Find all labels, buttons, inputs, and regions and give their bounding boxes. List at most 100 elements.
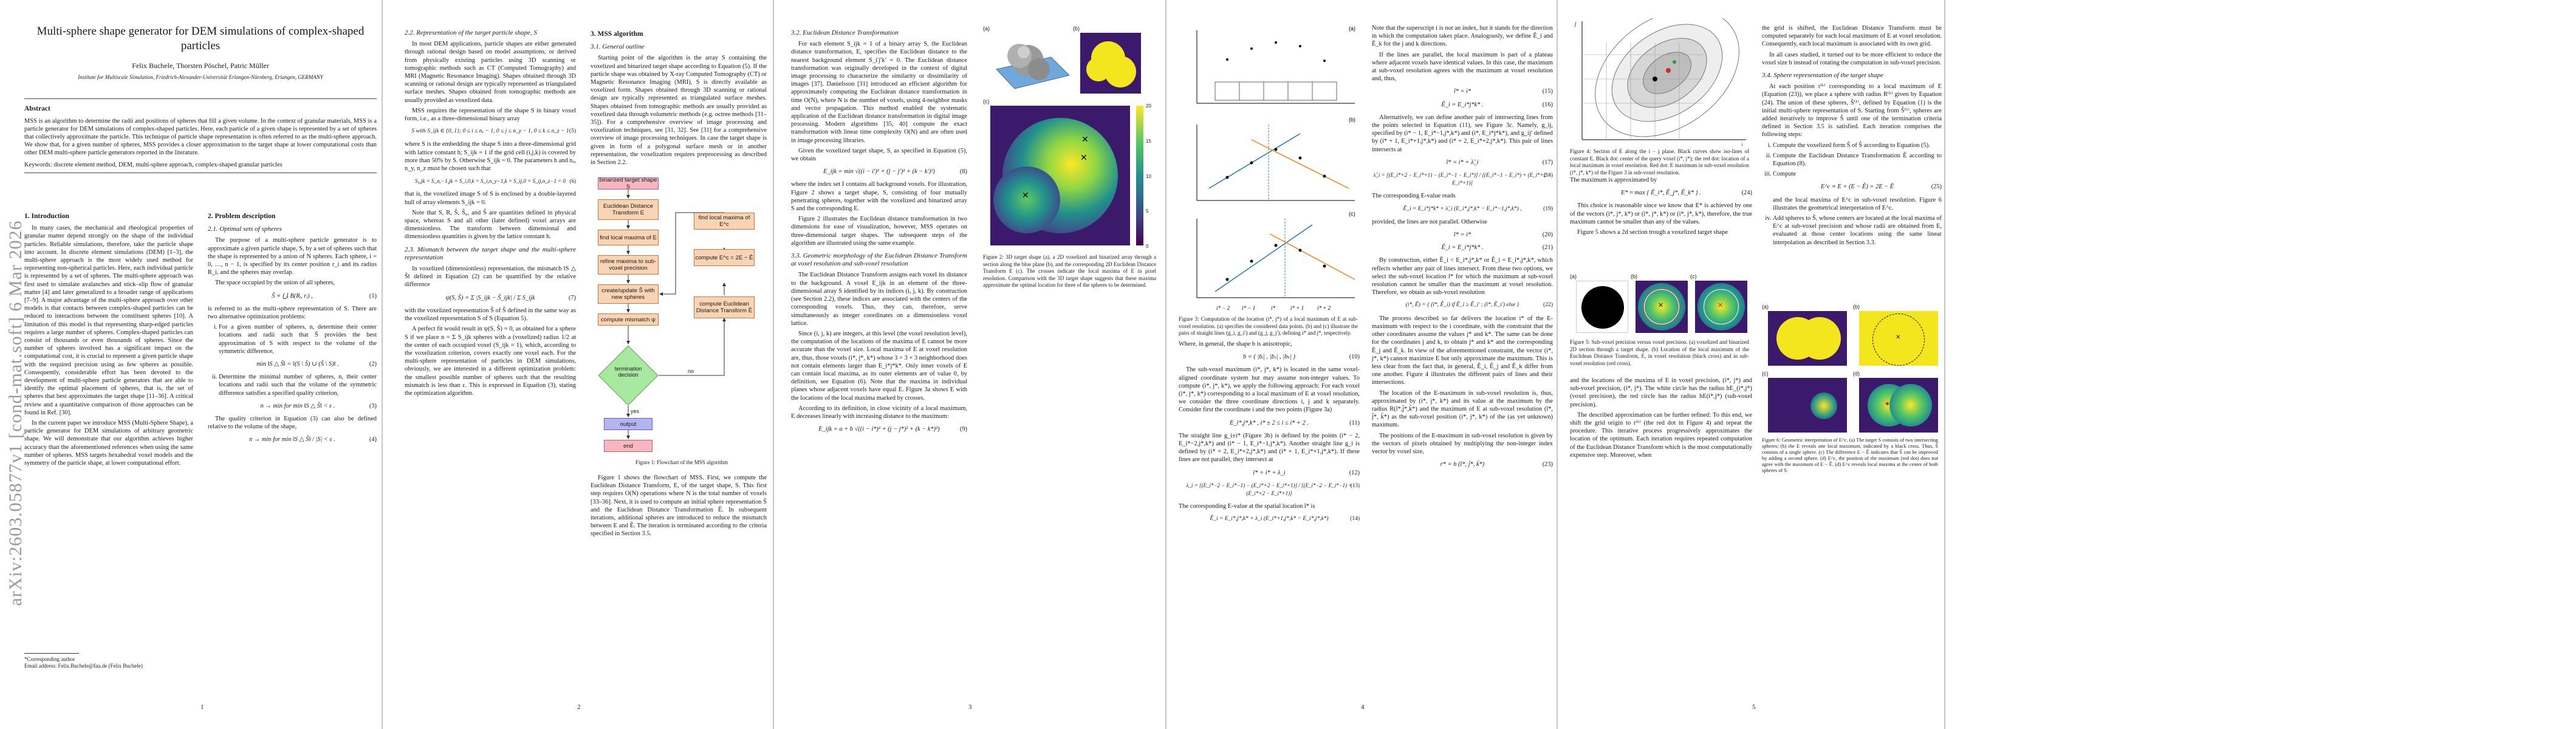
paragraph: At each position r⁽ᵏ⁾ corresponding to a… [1762,83,1942,139]
paragraph: If the lines are parallel, the local max… [1372,51,1553,83]
equation: λ̃_i = [(E_i*+2 − E_i*+1) − (E_i*−1 − E_… [1373,172,1553,187]
list-item: Compute the Euclidean Distance Transform… [1773,152,1942,168]
equation: ĩ* = i* (20) [1453,231,1553,239]
subsection-heading: 2.3. Mismatch between the target shape a… [405,245,576,261]
flow-update-box: create/update Ŝ with new spheres [598,284,659,304]
figure-2: (a) (b) (c) ✕ ✕ ✕ 20 15 10 5 0 [983,24,1159,364]
paragraph: Figure 5 shows a 2d section trough a vox… [1577,229,1728,236]
equation: Ê_i = E_i*j*k* . (21) [1441,244,1553,252]
page-divider [773,0,774,729]
page3-left-column: 3.2. Euclidean Distance Transformation F… [791,24,967,438]
flow-yes-label: yes [631,408,640,414]
svg-text:i* − 1: i* − 1 [1242,305,1255,311]
colorbar [1136,106,1143,245]
flow-input-box: binarized target shape S [598,177,659,190]
paragraph: The corresponding E-value reads [1372,193,1456,200]
paragraph: The straight line g_i±i* (Figure 3b) is … [1179,432,1360,464]
figure-4: j i Figure 4: Section of E along the i −… [1570,18,1752,176]
svg-text:i* − 2: i* − 2 [1216,305,1230,311]
equation: n → min for min ‖S △ Ŝ‖ / |S| < ε . (4) [249,436,377,443]
single-sphere-representation-image: ✕ [1859,311,1938,366]
paragraph: Given the voxelized target shape, S, as … [791,147,967,163]
paragraph: The process described so far delivers th… [1372,315,1553,386]
paragraph: MSS requires the representation of the s… [405,107,576,123]
equation: E_ijk = min √((i − i′)² + (j − j′)² + (k… [823,168,967,176]
page4-right-column: Note that the superscript i is not an in… [1372,24,1553,473]
footnote: *Corresponding author [24,656,75,662]
page-divider [1557,0,1558,729]
sub-voxel-max-image-zoom: ✕ [1695,281,1747,333]
flowchart-figure: binarized target shape S Euclidean Dista… [591,176,767,510]
svg-text:i: i [1741,142,1743,146]
svg-text:i* + 1: i* + 1 [1290,305,1304,311]
difference-heatmap-image [1768,378,1847,433]
figure-4-contour-plot: j i [1574,18,1746,146]
target-shape-3d-image [996,44,1070,89]
paragraph: Where, in general, the shape b is anisot… [1179,341,1292,347]
paragraph: with the voxelized representation Ŝ of Ŝ… [405,307,576,323]
paragraph: By construction, either Ê_i < E_i*,j*,k*… [1372,257,1553,296]
paragraph: A perfect fit would result in ψ(S, Ŝ) = … [405,326,576,397]
list-item: Determine the minimal number of spheres,… [219,373,377,410]
flow-local-max-ec-box: find local maxima of E^c [694,213,755,230]
paragraph: In many cases, the mechanical and rheolo… [24,225,193,416]
arxiv-stamp: arXiv:2603.05877v1 [cond-mat.soft] 6 Mar… [5,220,26,606]
page5-right-column: the grid is shifted, the Euclidean Dista… [1762,24,1942,249]
equation: Ŝ ≡ ⋃ᵢ B(Rᵢ, rᵢ) , (1) [272,292,377,299]
binarized-section-image [1080,33,1141,94]
paragraph: In voxelized (dimensionless) representat… [405,265,576,289]
section-heading: 2. Problem description [208,213,276,220]
colorbar-ticks: 20 15 10 5 0 [1146,103,1151,249]
figure-6: (a) (b) ✕ (c) (d) Figure 6: Geometric in… [1762,304,1938,473]
list-item: Compute E^c ≡ E + (E − Ê) = 2E − Ê(25) a… [1773,170,1942,212]
page3-column: 3. MSS algorithm 3.1. General outline St… [591,24,767,169]
paragraph: The positions of the E-maximum in sub-vo… [1372,432,1553,455]
paragraph: Figure 1 shows the flowchart of MSS. Fir… [591,474,767,538]
paragraph: where the index set I contains all backg… [791,181,967,213]
page-3: 3.2. Euclidean Distance Transformation F… [780,0,1165,729]
paragraph: Starting point of the algorithm is the a… [591,55,767,166]
paragraph: the grid is shifted, the Euclidean Dista… [1762,25,1942,48]
local-max-cross-marker: ✕ [1081,135,1089,145]
paragraph: In most DEM applications, particle shape… [405,41,576,104]
abstract-heading: Abstract [24,105,50,113]
footnote: Email address: Felix.Buchele@fau.de (Fel… [24,663,143,669]
figure-5: (a) (b) ✕ (c) ✕ Figure 5: Sub-voxel prec… [1570,273,1749,366]
page-number: 4 [1361,703,1365,711]
paragraph: Figure 2 illustrates the Euclidean dista… [791,216,967,247]
figure-3-plots: (a) (b) (c) [1196,26,1355,311]
paragraph: This choice is reasonable since we know … [1570,202,1752,225]
page-1: Multi-sphere shape generator for DEM sim… [24,0,382,729]
equation: E* ≈ max { Ê_i*, Ê_j*, Ê_k* } . (24) [1620,190,1752,197]
subsection-heading: 2.2. Representation of the target partic… [405,29,537,36]
paragraph: For each element S_ijk = 1 of a binary a… [791,41,967,144]
page-divider [1165,0,1166,729]
paragraph: The quality criterion in Equation (3) ca… [208,416,377,431]
page-number: 5 [1752,703,1756,711]
section-heading: 1. Introduction [24,213,69,220]
subsection-heading: 3.3. Geometric morphology of the Euclide… [791,252,967,268]
page-number: 3 [968,703,972,711]
page2-left-column: 2.2. Representation of the target partic… [405,24,576,400]
flow-decision-label: termination decision [614,366,642,378]
page5-left-column: The maximum is approximated by E* ≈ max … [1570,176,1752,239]
paragraph: In the current paper we introduce MSS (M… [24,420,193,467]
equation: ĩ* = i* + λ_i (12) [1253,469,1360,476]
figure-1-caption: Figure 1: Flowchart of the MSS algorithm [635,459,728,465]
equation: E_i*,j*,k* , i* ± 2 ≤ i ≤ i* + 2 . (11) [1229,419,1360,426]
paragraph: Note that S, R, Ŝ, Ŝ₀, and Ŝ are quantit… [405,209,576,241]
equation: r* = h (ĩ*, j̃*, k̃*) (23) [1440,461,1553,468]
paragraph: The Euclidean Distance Transform assigns… [791,272,967,327]
paper-title: Multi-sphere shape generator for DEM sim… [36,25,365,52]
list-item: Compute the voxelized form Ŝ of Ŝ accord… [1773,142,1942,149]
equation: b = ( |bᵢ| , |bⱼ| , |bₖ| ) (10) [1242,354,1360,361]
paragraph: In all cases studied, it turned out to b… [1762,51,1942,66]
paragraph: The corresponding E-value at the spatial… [1179,503,1315,510]
svg-text:(a): (a) [1349,26,1355,32]
paragraph: is referred to as the multi-sphere repre… [208,305,377,321]
flow-end-box: end [604,440,653,452]
paragraph: The described approximation can be furth… [1570,411,1752,459]
flow-mismatch-box: compute mismatch ψ [598,313,659,326]
flow-refine-box: refine maxima to sub-voxel precision [598,255,659,275]
flow-edt2-box: compute Euclidean Distance Transform Ê [694,296,755,318]
